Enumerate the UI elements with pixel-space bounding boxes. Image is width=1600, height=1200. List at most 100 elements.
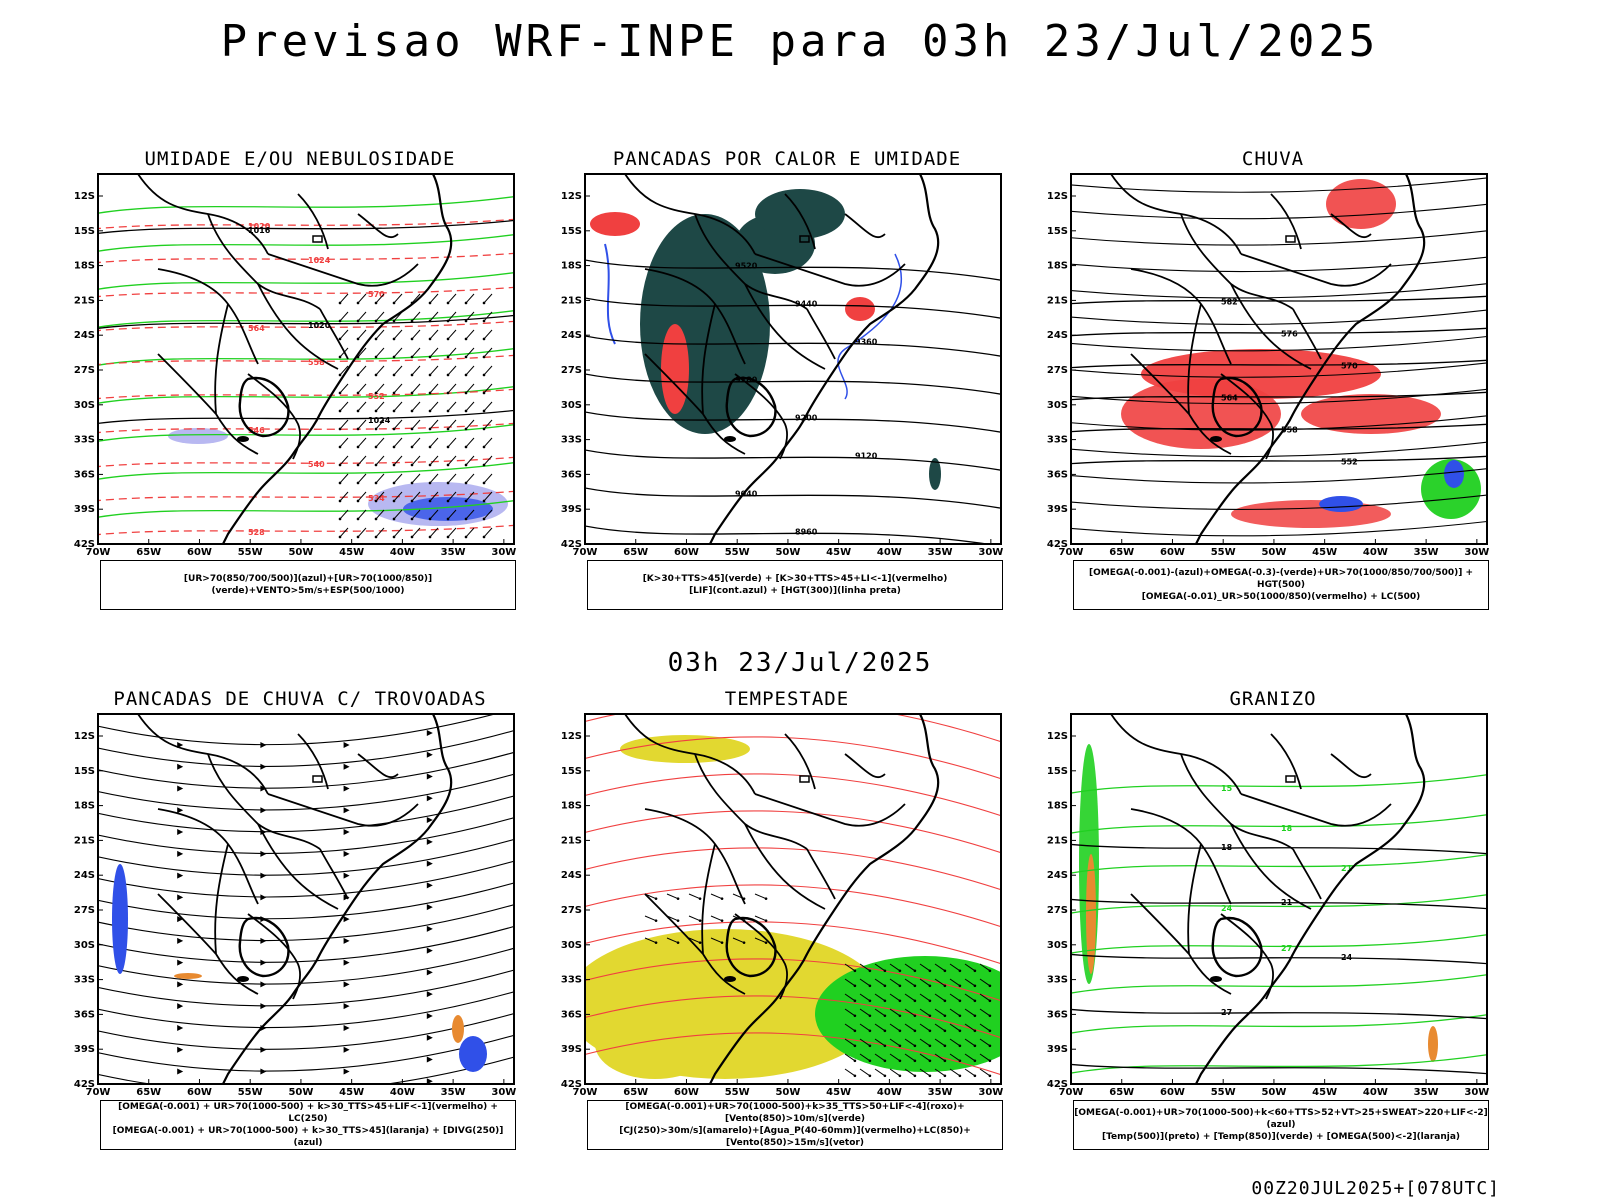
legend-line: [OMEGA(-0.001)+UR>70(1000-500)+k>35_TTS>… bbox=[625, 1102, 965, 1124]
legend-line: [K>30+TTS>45](verde) + [K>30+TTS>45+LI<-… bbox=[642, 574, 948, 584]
latitude-tick-label: 15S bbox=[74, 766, 95, 777]
contour-label: 582 bbox=[1221, 298, 1238, 307]
panel-title: GRANIZO bbox=[1229, 688, 1317, 710]
latitude-tick-label: 12S bbox=[561, 731, 582, 742]
longitude-tick-label: 65W bbox=[1109, 1087, 1134, 1098]
latitude-tick-label: 18S bbox=[1047, 261, 1068, 272]
contour-label: 1024 bbox=[368, 416, 391, 425]
latitude-tick-label: 24S bbox=[74, 330, 95, 341]
humidity-panel: UMIDADE E/OU NEBULOSIDADE 1020 1024 570 564 5… bbox=[60, 148, 540, 610]
contour-label: 9440 bbox=[795, 300, 818, 309]
longitude-tick-label: 40W bbox=[877, 547, 902, 558]
longitude-tick-label: 45W bbox=[1312, 547, 1337, 558]
longitude-tick-label: 70W bbox=[86, 1087, 111, 1098]
contour-label: 9520 bbox=[735, 262, 758, 271]
contour-label: 15 bbox=[1221, 784, 1233, 793]
longitude-tick-label: 40W bbox=[1363, 547, 1388, 558]
latitude-tick-label: 30S bbox=[561, 940, 582, 951]
contour-label: 546 bbox=[248, 426, 265, 435]
contour-label: 534 bbox=[368, 494, 385, 503]
latitude-tick-label: 42S bbox=[1047, 539, 1068, 550]
longitude-tick-label: 45W bbox=[826, 547, 851, 558]
latitude-tick-label: 27S bbox=[1047, 365, 1068, 376]
latitude-tick-label: 21S bbox=[561, 295, 582, 306]
latitude-tick-label: 12S bbox=[1047, 191, 1068, 202]
latitude-tick-label: 21S bbox=[1047, 295, 1068, 306]
longitude-tick-label: 60W bbox=[1160, 547, 1185, 558]
latitude-tick-label: 27S bbox=[74, 365, 95, 376]
latitude-tick-label: 21S bbox=[74, 835, 95, 846]
latitude-tick-label: 42S bbox=[1047, 1079, 1068, 1090]
latitude-tick-label: 24S bbox=[74, 870, 95, 881]
contour-label: 18 bbox=[1281, 824, 1293, 833]
contour-label: 9360 bbox=[855, 338, 878, 347]
longitude-tick-label: 35W bbox=[441, 547, 466, 558]
longitude-tick-label: 45W bbox=[826, 1087, 851, 1098]
longitude-tick-label: 30W bbox=[978, 1087, 1003, 1098]
forecast-map: 1020102457056455855254654053452810161020… bbox=[74, 173, 516, 558]
latitude-tick-label: 36S bbox=[74, 1009, 95, 1020]
latitude-tick-label: 24S bbox=[561, 330, 582, 341]
longitude-tick-label: 65W bbox=[623, 547, 648, 558]
latitude-tick-label: 33S bbox=[561, 435, 582, 446]
latitude-tick-label: 12S bbox=[74, 731, 95, 742]
latitude-tick-label: 27S bbox=[1047, 905, 1068, 916]
panel-legend: [OMEGA(-0.001)+UR>70(1000-500)+k>35_TTS>… bbox=[587, 1100, 1003, 1150]
contour-label: 21 bbox=[1341, 864, 1353, 873]
latitude-tick-label: 15S bbox=[1047, 226, 1068, 237]
latitude-tick-label: 24S bbox=[1047, 330, 1068, 341]
latitude-tick-label: 42S bbox=[74, 539, 95, 550]
longitude-tick-label: 60W bbox=[674, 1087, 699, 1098]
latitude-tick-label: 30S bbox=[74, 400, 95, 411]
latitude-tick-label: 36S bbox=[74, 469, 95, 480]
longitude-tick-label: 50W bbox=[288, 1087, 313, 1098]
longitude-tick-label: 35W bbox=[1414, 547, 1439, 558]
contour-label: 540 bbox=[308, 460, 325, 469]
contour-label: 570 bbox=[368, 290, 385, 299]
longitude-tick-label: 40W bbox=[390, 1087, 415, 1098]
contour-label: 9280 bbox=[735, 376, 758, 385]
panel-legend: [OMEGA(-0.001)-(azul)+OMEGA(-0.3)-(verde… bbox=[1073, 560, 1489, 610]
longitude-tick-label: 55W bbox=[238, 1087, 263, 1098]
latitude-tick-label: 39S bbox=[561, 1044, 582, 1055]
legend-line: [OMEGA(-0.01)_UR>50(1000/850)(vermelho) … bbox=[1141, 592, 1421, 602]
storm-panel: TEMPESTADE 12S 15S 18S 21S 24S 27S 30S 33S 36S 39S… bbox=[547, 688, 1027, 1150]
forecast-map: 582 576 570 564 558 552 12S 15S 18S 21S 24S 27S 30S 3… bbox=[1047, 173, 1489, 558]
latitude-tick-label: 36S bbox=[1047, 469, 1068, 480]
heat-showers-panel: PANCADAS POR CALOR E UMIDADE 9520 9440 9360… bbox=[547, 148, 1027, 610]
longitude-tick-label: 55W bbox=[725, 547, 750, 558]
longitude-tick-label: 50W bbox=[1261, 547, 1286, 558]
longitude-tick-label: 35W bbox=[1414, 1087, 1439, 1098]
legend-line: [OMEGA(-0.001) + UR>70(1000-500) + k>30_… bbox=[112, 1126, 504, 1148]
longitude-tick-label: 55W bbox=[1211, 1087, 1236, 1098]
latitude-tick-label: 12S bbox=[561, 191, 582, 202]
contour-label: 27 bbox=[1221, 1008, 1232, 1017]
longitude-tick-label: 40W bbox=[877, 1087, 902, 1098]
panel-title: UMIDADE E/OU NEBULOSIDADE bbox=[144, 148, 456, 170]
latitude-tick-label: 27S bbox=[561, 365, 582, 376]
longitude-tick-label: 45W bbox=[339, 547, 364, 558]
longitude-tick-label: 70W bbox=[1059, 1087, 1084, 1098]
longitude-tick-label: 30W bbox=[1464, 1087, 1489, 1098]
contour-label: 24 bbox=[1341, 953, 1353, 962]
longitude-tick-label: 60W bbox=[1160, 1087, 1185, 1098]
legend-line: [Temp(500)](preto) + [Temp(850)](verde) … bbox=[1101, 1132, 1461, 1142]
panel-legend: [UR>70(850/700/500)](azul)+[UR>70(1000/8… bbox=[100, 560, 516, 610]
latitude-tick-label: 18S bbox=[1047, 801, 1068, 812]
forecast-map: 9520 9440 9360 9280 9200 9120 9040 8960 12S 15S 18… bbox=[561, 173, 1003, 558]
latitude-tick-label: 36S bbox=[561, 469, 582, 480]
contour-label: 558 bbox=[1281, 426, 1298, 435]
contour-label: 558 bbox=[308, 358, 325, 367]
longitude-tick-label: 60W bbox=[187, 1087, 212, 1098]
contour-label: 27 bbox=[1281, 944, 1292, 953]
latitude-tick-label: 30S bbox=[561, 400, 582, 411]
contour-label: 1020 bbox=[308, 321, 331, 330]
contour-label: 552 bbox=[1341, 458, 1358, 467]
legend-line: [CJ(250)>30m/s](amarelo)+[Agua_P(40-60mm… bbox=[619, 1126, 971, 1148]
latitude-tick-label: 21S bbox=[561, 835, 582, 846]
contour-label: 1024 bbox=[308, 256, 331, 265]
longitude-tick-label: 65W bbox=[623, 1087, 648, 1098]
longitude-tick-label: 50W bbox=[1261, 1087, 1286, 1098]
contour-label: 8960 bbox=[795, 528, 818, 537]
